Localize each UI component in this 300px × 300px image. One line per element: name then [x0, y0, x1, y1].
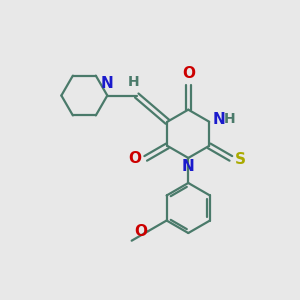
- Text: H: H: [128, 75, 140, 89]
- Text: N: N: [100, 76, 113, 91]
- Text: S: S: [235, 152, 246, 167]
- Text: H: H: [224, 112, 236, 126]
- Text: O: O: [134, 224, 147, 238]
- Text: N: N: [182, 159, 195, 174]
- Text: O: O: [182, 66, 195, 81]
- Text: O: O: [128, 151, 141, 166]
- Text: N: N: [213, 112, 226, 127]
